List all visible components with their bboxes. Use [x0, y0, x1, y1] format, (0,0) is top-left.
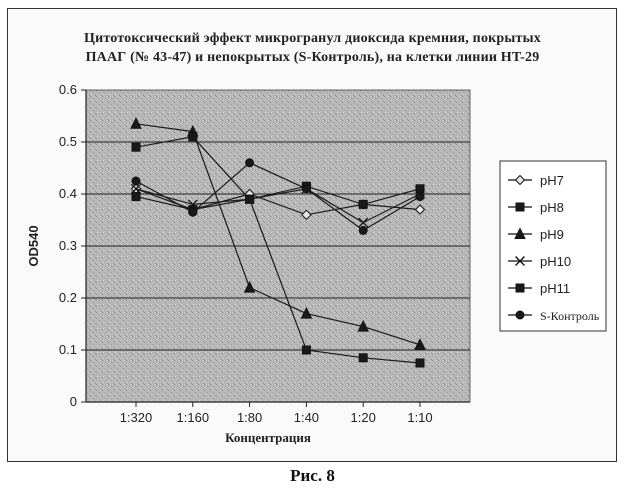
- x-tick-label: 1:10: [407, 410, 432, 425]
- y-tick-label: 0.3: [59, 238, 77, 253]
- data-point: [302, 185, 310, 193]
- legend-label: pH7: [540, 173, 564, 188]
- x-tick-label: 1:20: [351, 410, 376, 425]
- x-tick-label: 1:160: [177, 410, 210, 425]
- figure-caption: Рис. 8: [0, 466, 625, 486]
- data-point: [359, 354, 367, 362]
- legend-label: S-Контроль: [540, 309, 600, 323]
- legend-marker: [516, 203, 524, 211]
- x-axis-title: Концентрация: [225, 430, 311, 445]
- legend-marker: [516, 284, 524, 292]
- y-axis-title: OD540: [26, 225, 41, 266]
- legend-label: pH10: [540, 254, 571, 269]
- data-point: [416, 193, 424, 201]
- y-tick-label: 0.4: [59, 186, 77, 201]
- data-point: [302, 346, 310, 354]
- legend-label: pH8: [540, 200, 564, 215]
- data-point: [416, 359, 424, 367]
- data-point: [189, 133, 197, 141]
- legend-marker: [516, 311, 524, 319]
- legend: pH7 pH8 pH9 pH10 pH11 S-Контроль: [500, 161, 606, 331]
- x-tick-label: 1:320: [120, 410, 153, 425]
- data-point: [132, 193, 140, 201]
- data-point: [132, 177, 140, 185]
- y-tick-label: 0: [70, 394, 77, 409]
- data-point: [246, 159, 254, 167]
- y-tick-label: 0.2: [59, 290, 77, 305]
- x-tick-label: 1:40: [294, 410, 319, 425]
- y-tick-label: 0.1: [59, 342, 77, 357]
- data-point: [246, 195, 254, 203]
- data-point: [359, 200, 367, 208]
- y-tick-label: 0.5: [59, 134, 77, 149]
- legend-label: pH11: [540, 281, 570, 296]
- x-tick-label: 1:80: [237, 410, 262, 425]
- data-point: [359, 226, 367, 234]
- y-tick-label: 0.6: [59, 82, 77, 97]
- legend-label: pH9: [540, 227, 564, 242]
- data-point: [189, 208, 197, 216]
- data-point: [132, 143, 140, 151]
